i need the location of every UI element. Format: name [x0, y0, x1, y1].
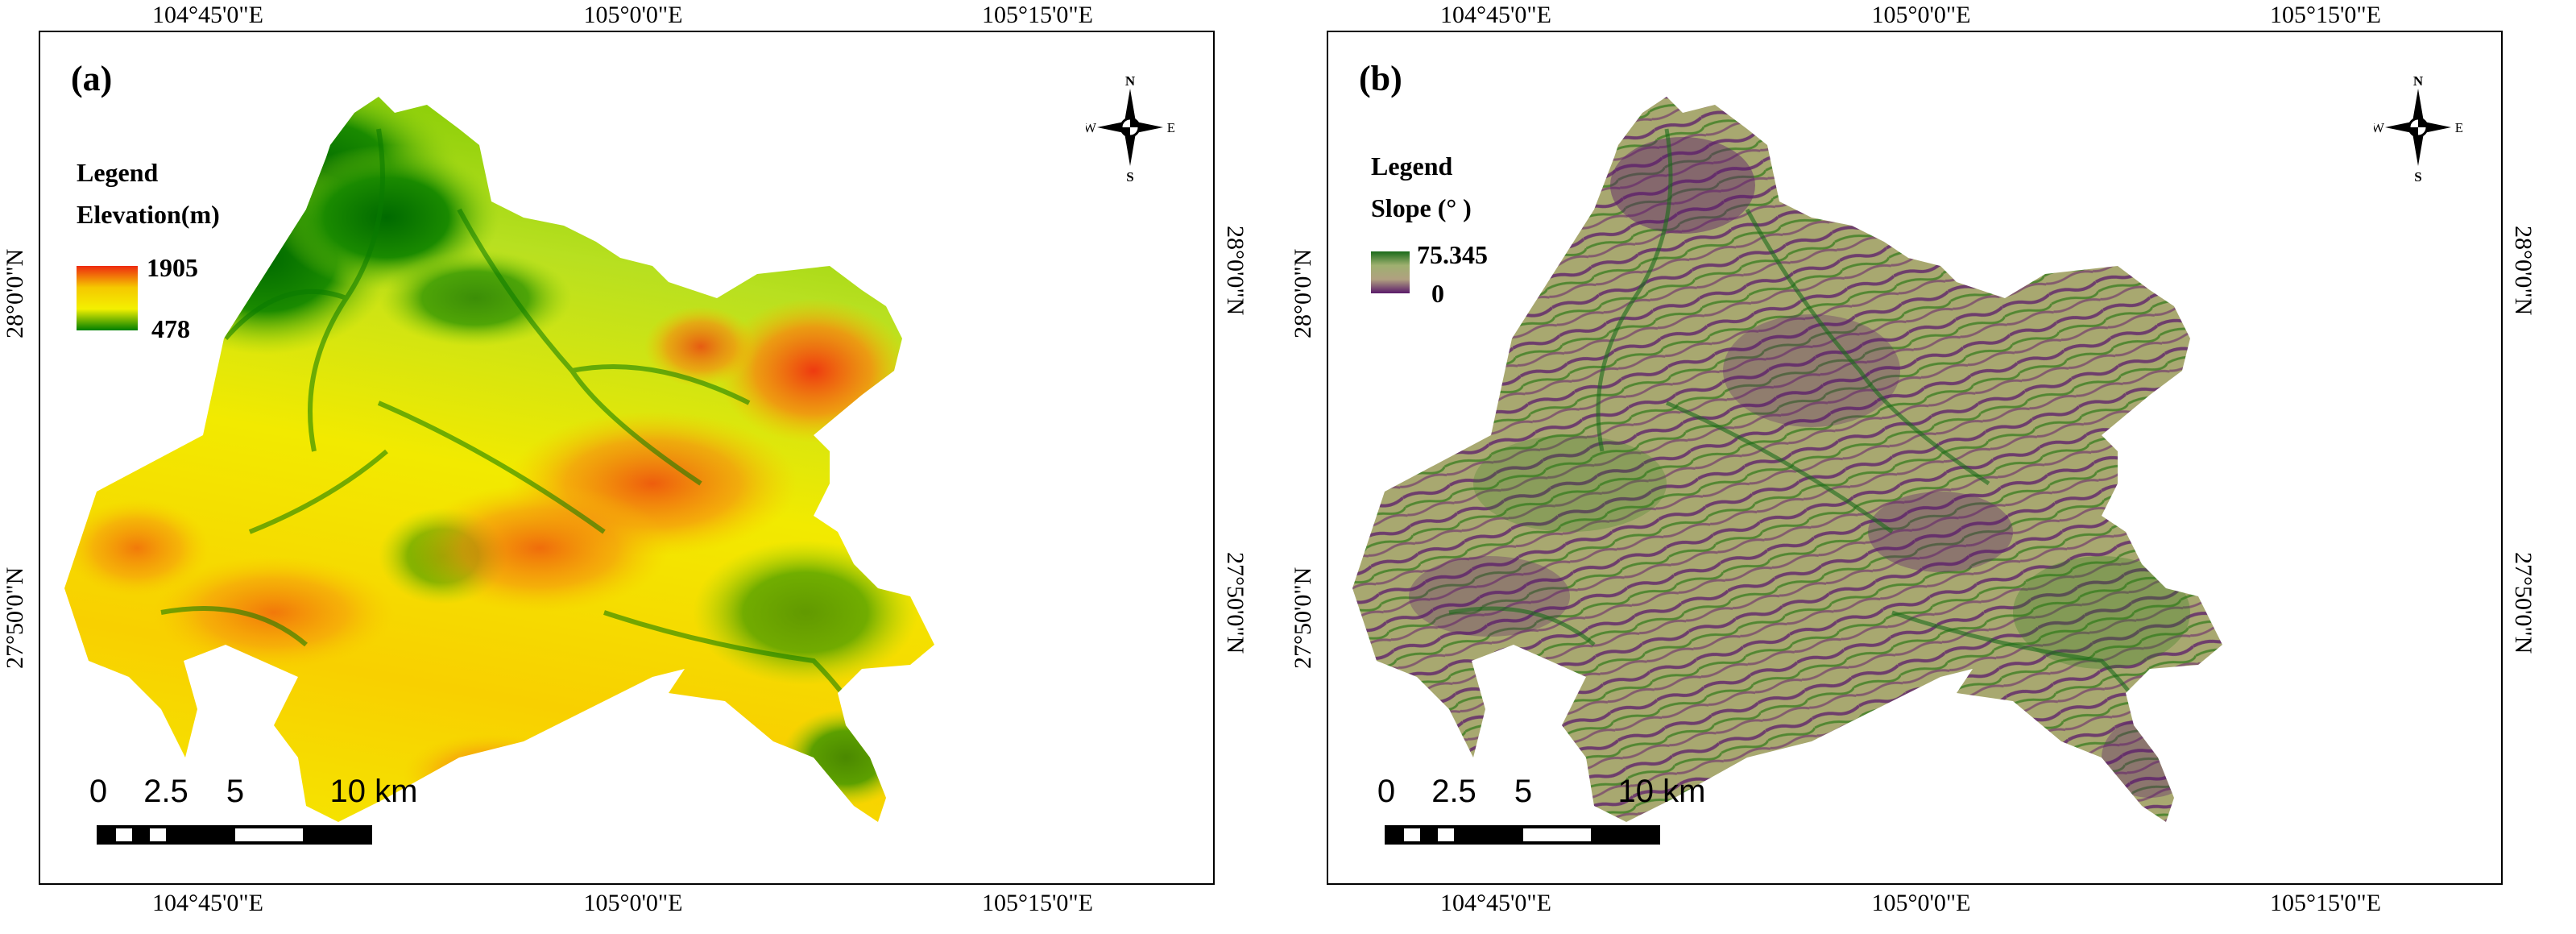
lat-label-left: 27°50'0"N — [2, 567, 28, 669]
legend-variable: Elevation(m) — [77, 200, 220, 229]
lon-label-top: 105°15'0"E — [982, 2, 1093, 28]
scale-tick-label: 5 — [1514, 774, 1533, 809]
ramp-max-label: 75.345 — [1417, 240, 1488, 269]
legend-title: Legend — [1371, 152, 1453, 181]
compass-s: S — [1126, 169, 1133, 184]
ramp-max-label: 1905 — [147, 253, 198, 282]
lat-label-left: 27°50'0"N — [1290, 567, 1316, 669]
elevation-color-ramp — [77, 266, 138, 330]
scale-tick-label: 2.5 — [143, 774, 188, 809]
compass-n: N — [2413, 73, 2424, 89]
lat-label-right: 28°0'0"N — [2510, 226, 2537, 316]
lat-label-right: 28°0'0"N — [1222, 226, 1249, 316]
scale-bar — [97, 825, 372, 845]
map-frame — [39, 31, 1215, 885]
compass-s: S — [2414, 169, 2421, 184]
scale-tick-label: 0 — [1377, 774, 1396, 809]
panel-label: (a) — [71, 59, 113, 98]
lat-label-right: 27°50'0"N — [1222, 552, 1249, 654]
scale-tick-label: 10 km — [329, 774, 418, 809]
lon-label-top: 105°0'0"E — [1871, 2, 1971, 28]
scale-bar — [1385, 825, 1660, 845]
ramp-min-label: 478 — [151, 314, 190, 343]
compass-w: W — [1086, 120, 1097, 135]
legend-variable: Slope (° ) — [1371, 193, 1472, 222]
slope-raster — [1352, 97, 2222, 822]
ramp-min-label: 0 — [1431, 279, 1444, 308]
panel-label: (b) — [1359, 59, 1402, 98]
scale-tick-label: 0 — [89, 774, 108, 809]
lon-label-top: 104°45'0"E — [1440, 2, 1551, 28]
lat-label-left: 28°0'0"N — [1290, 248, 1316, 338]
north-arrow-icon: N S E W — [2374, 73, 2462, 184]
lon-label-top: 105°0'0"E — [583, 2, 683, 28]
legend-title: Legend — [77, 158, 159, 187]
compass-e: E — [1167, 120, 1174, 135]
slope-color-ramp — [1371, 251, 1410, 293]
lon-label-bottom: 104°45'0"E — [152, 890, 263, 916]
lon-label-top: 104°45'0"E — [152, 2, 263, 28]
compass-e: E — [2455, 120, 2462, 135]
map-frame — [1327, 31, 2503, 885]
panel-b-slope-map: 104°45'0"E 105°0'0"E 105°15'0"E 104°45'0… — [1288, 0, 2576, 934]
lon-label-top: 105°15'0"E — [2270, 2, 2381, 28]
scale-tick-label: 5 — [226, 774, 245, 809]
lon-label-bottom: 105°0'0"E — [1871, 890, 1971, 916]
elevation-raster — [64, 97, 934, 822]
lon-label-bottom: 104°45'0"E — [1440, 890, 1551, 916]
lat-label-right: 27°50'0"N — [2510, 552, 2537, 654]
panel-a-elevation-map: 104°45'0"E 105°0'0"E 105°15'0"E 104°45'0… — [2, 2, 1249, 916]
lon-label-bottom: 105°0'0"E — [583, 890, 683, 916]
scale-tick-label: 2.5 — [1431, 774, 1476, 809]
compass-n: N — [1125, 73, 1136, 89]
lat-label-left: 28°0'0"N — [2, 248, 28, 338]
lon-label-bottom: 105°15'0"E — [2270, 890, 2381, 916]
scale-tick-label: 10 km — [1617, 774, 1706, 809]
north-arrow-icon: N S E W — [1086, 73, 1174, 184]
compass-w: W — [2374, 120, 2385, 135]
lon-label-bottom: 105°15'0"E — [982, 890, 1093, 916]
